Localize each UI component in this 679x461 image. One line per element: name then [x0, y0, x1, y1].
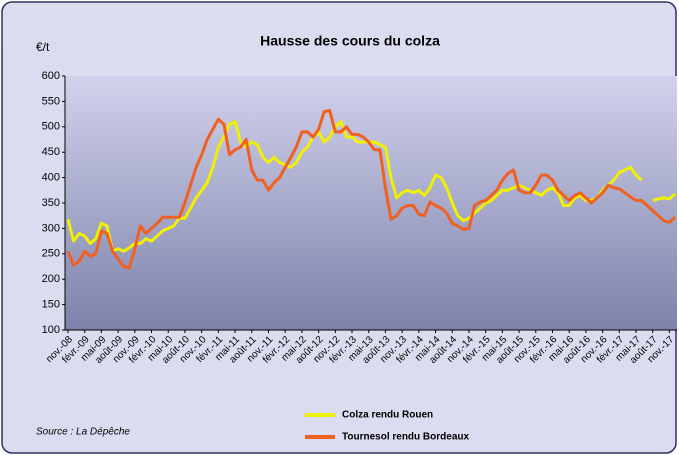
chart-title: Hausse des cours du colza [260, 33, 440, 49]
y-tick-label: 350 [42, 197, 60, 209]
legend-label: Colza rendu Rouen [342, 410, 433, 421]
y-tick-label: 500 [42, 121, 60, 133]
y-tick-label: 250 [42, 248, 60, 260]
y-tick-label: 450 [42, 146, 60, 158]
y-tick-label: 550 [42, 95, 60, 107]
y-tick-label: 200 [42, 273, 60, 285]
y-tick-label: 600 [42, 70, 60, 82]
source: Source : La Dépêche [36, 427, 130, 438]
y-tick-label: 100 [42, 324, 60, 336]
y-tick-label: 400 [42, 172, 60, 184]
series-line [66, 109, 677, 270]
y-tick-label: 150 [42, 299, 60, 311]
legend-label: Tournesol rendu Bordeaux [342, 432, 469, 443]
series-line [66, 120, 676, 253]
y-tick-label: 300 [42, 222, 60, 234]
y-axis-label: €/t [36, 40, 50, 54]
plot-area [65, 76, 677, 330]
